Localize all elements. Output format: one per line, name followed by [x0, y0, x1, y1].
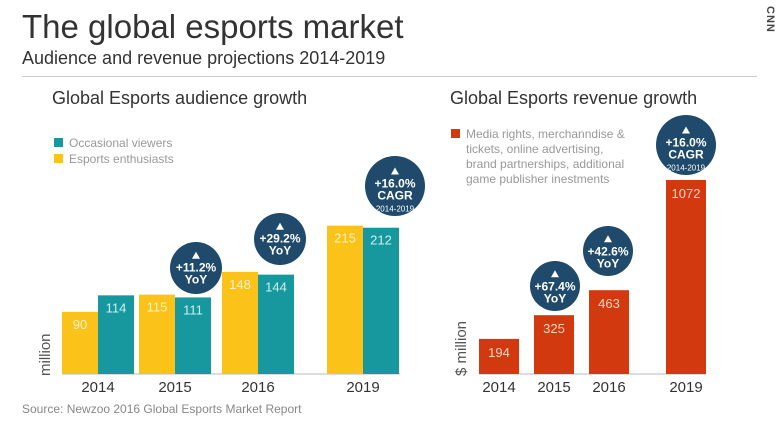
growth-bubble-2015	[170, 242, 222, 294]
bubble-text: +16.0%	[374, 177, 415, 191]
bubble-text: YoY	[185, 273, 207, 287]
bar-enthusiasts-2014	[62, 311, 98, 374]
legend-label: Esports enthusiasts	[69, 152, 174, 166]
bar-enthusiasts-2016	[222, 271, 258, 374]
source-note: Source: Newzoo 2016 Global Esports Marke…	[22, 402, 302, 416]
bubble-text: CAGR	[668, 148, 704, 162]
data-label: 114	[106, 300, 127, 315]
bubble-text: 2014-2019	[667, 164, 706, 173]
data-label: 115	[147, 300, 168, 315]
bubble-text: YoY	[544, 291, 566, 305]
divider	[22, 76, 757, 77]
page-title: The global esports market	[22, 8, 404, 45]
x-tick-label: 2014	[482, 379, 515, 396]
bar-occasional-2014	[98, 295, 134, 374]
bubble-text: +42.6%	[587, 244, 628, 258]
data-label: 215	[334, 231, 356, 246]
bubble-text: YoY	[269, 244, 291, 258]
bar-revenue-2014	[479, 338, 519, 374]
legend-label: Media rights, merchanndise &	[466, 127, 625, 141]
x-tick-label: 2015	[158, 379, 191, 396]
up-triangle-icon	[192, 251, 200, 259]
up-triangle-icon	[551, 270, 559, 278]
bar-revenue-2015	[534, 315, 574, 374]
up-triangle-icon	[276, 222, 284, 230]
data-label: 194	[488, 345, 510, 360]
legend-label: Occasional viewers	[69, 136, 172, 150]
bar-enthusiasts-2019	[327, 225, 363, 374]
up-triangle-icon	[604, 235, 612, 243]
growth-bubble-2015	[530, 261, 580, 311]
x-tick-label: 2014	[81, 379, 114, 396]
growth-bubble-2016	[254, 213, 306, 265]
x-tick-label: 2019	[346, 379, 379, 396]
page-subtitle: Audience and revenue projections 2014-20…	[22, 48, 386, 68]
x-tick-label: 2016	[241, 379, 274, 396]
legend-label: brand partnerships, additional	[466, 157, 624, 171]
up-triangle-icon	[682, 126, 690, 134]
bar-occasional-2015	[175, 297, 211, 374]
x-tick-label: 2015	[537, 379, 570, 396]
y-axis-label: million	[37, 333, 54, 376]
bubble-text: +16.0%	[665, 136, 706, 150]
cnn-logo: CNN	[764, 6, 776, 33]
bubble-text: YoY	[597, 256, 619, 270]
growth-bubble-2016	[583, 226, 633, 276]
data-label: 325	[543, 321, 565, 336]
audience-chart-title: Global Esports audience growth	[52, 88, 308, 108]
legend-label: game publisher inestments	[466, 172, 609, 186]
legend-swatch-revenue	[451, 129, 460, 138]
legend-swatch-enthusiasts	[54, 154, 63, 163]
bubble-text: +11.2%	[176, 261, 217, 275]
bar-revenue-2019	[666, 179, 706, 374]
bar-enthusiasts-2015	[139, 294, 175, 374]
x-tick-label: 2019	[669, 379, 702, 396]
bar-revenue-2016	[589, 290, 629, 374]
bubble-text: CAGR	[377, 189, 413, 203]
bubble-text: +67.4%	[534, 279, 575, 293]
bubble-text: 2014-2019	[376, 205, 415, 214]
data-label: 1072	[672, 186, 701, 201]
data-label: 144	[265, 280, 287, 295]
data-label: 111	[183, 302, 203, 317]
revenue-chart-title: Global Esports revenue growth	[450, 88, 698, 108]
legend-swatch-occasional	[54, 138, 63, 147]
data-label: 148	[229, 277, 251, 292]
data-label: 463	[598, 296, 620, 311]
data-label: 212	[370, 233, 392, 248]
growth-bubble-2019	[656, 115, 716, 175]
data-label: 90	[73, 317, 87, 332]
x-tick-label: 2016	[592, 379, 625, 396]
legend-label: tickets, online advertising,	[466, 142, 603, 156]
bar-occasional-2016	[258, 274, 294, 374]
bubble-text: +29.2%	[259, 232, 300, 246]
bar-occasional-2019	[363, 227, 399, 374]
up-triangle-icon	[391, 167, 399, 175]
y-axis-label: $ million	[453, 321, 470, 376]
growth-bubble-2019	[365, 156, 425, 216]
